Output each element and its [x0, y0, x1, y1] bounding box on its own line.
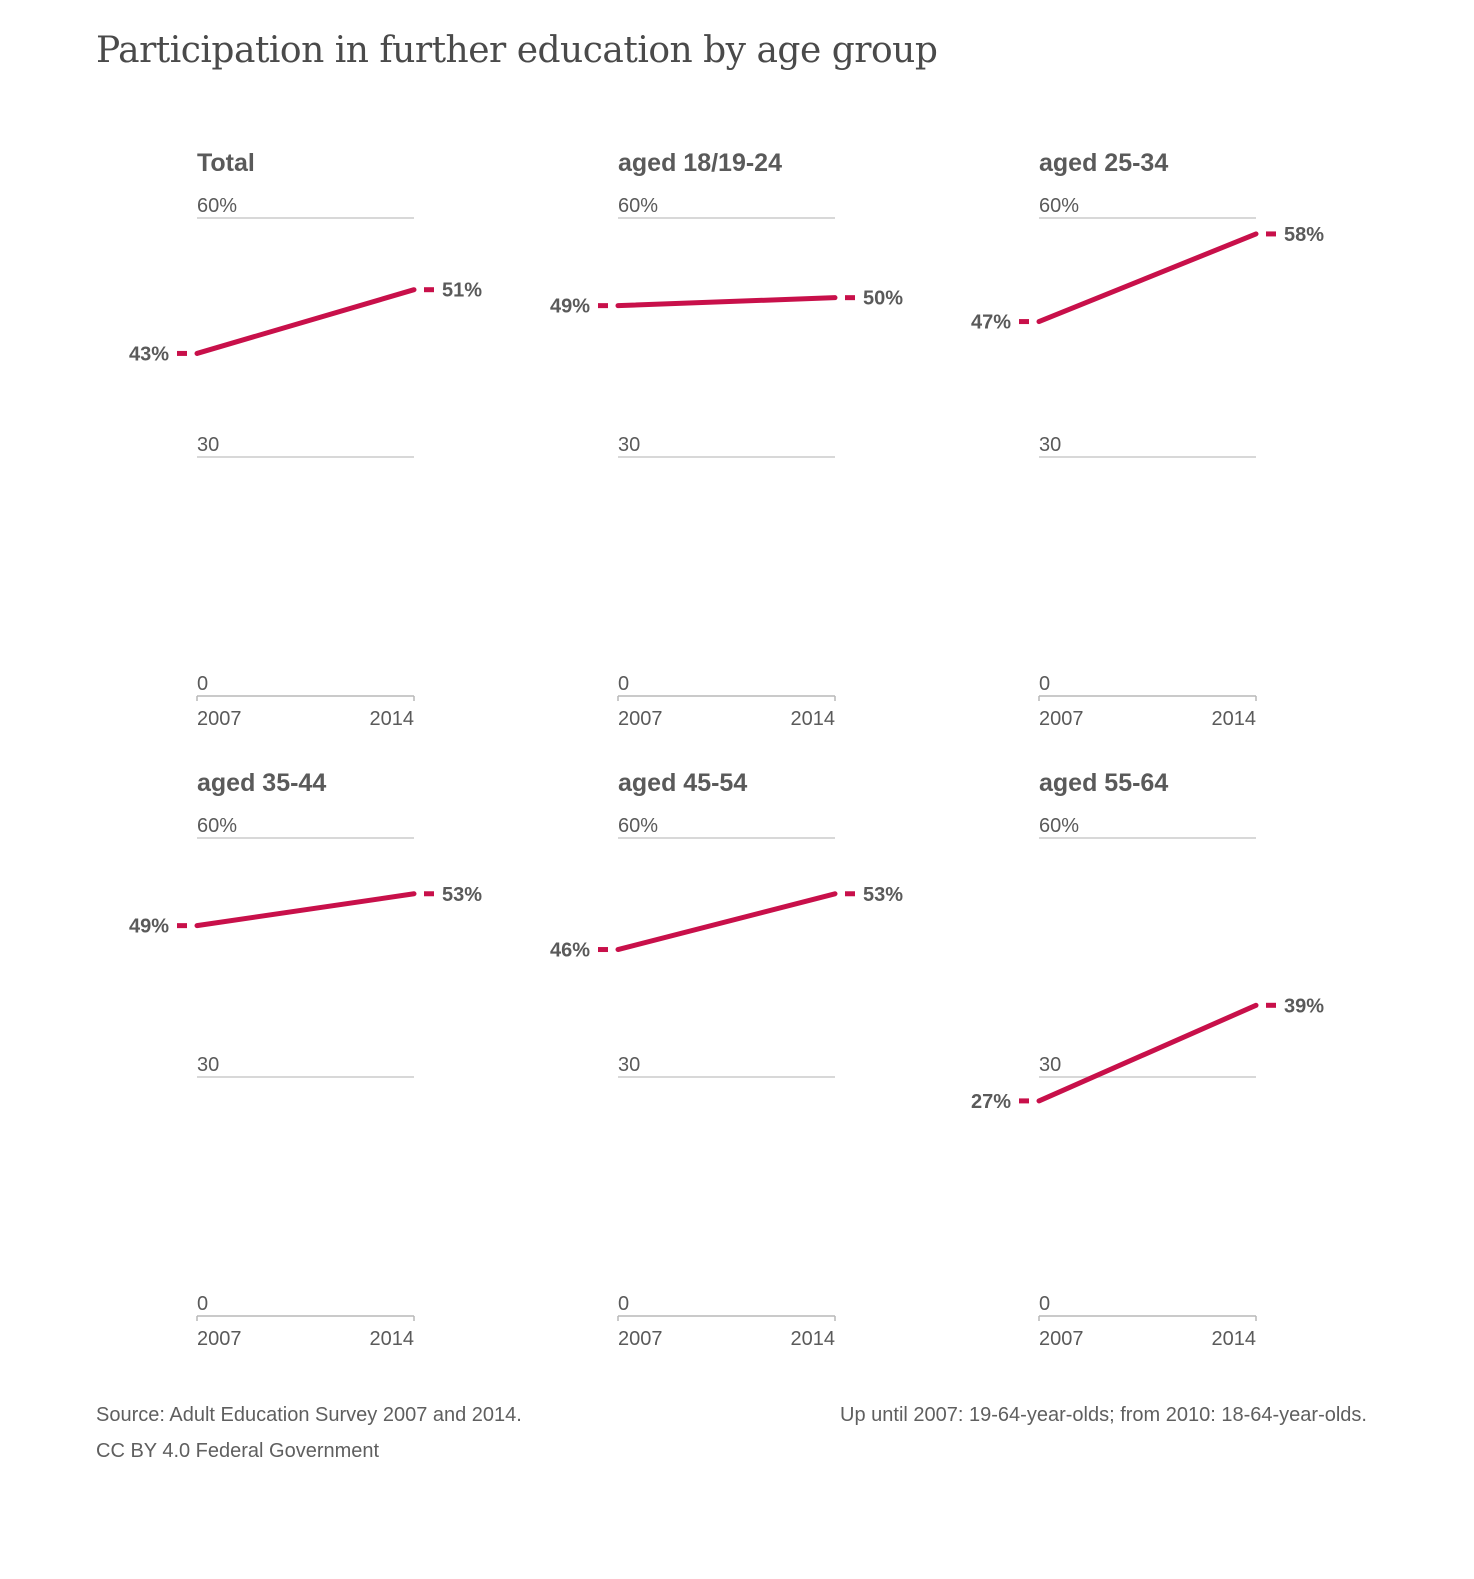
series-line — [615, 891, 838, 953]
y-tick-label: 60% — [197, 195, 237, 217]
data-label: 51% — [442, 280, 482, 302]
y-tick-label: 0 — [197, 673, 208, 695]
y-tick-label: 30 — [618, 434, 640, 456]
y-tick-label: 30 — [618, 1054, 640, 1076]
y-tick-label: 30 — [1039, 1054, 1061, 1076]
y-tick-label: 0 — [618, 673, 629, 695]
data-label: 53% — [863, 884, 903, 906]
x-tick-label: 2014 — [370, 708, 415, 730]
data-label: 50% — [863, 288, 903, 310]
panel-title: aged 55-64 — [1039, 769, 1168, 797]
page-title: Participation in further education by ag… — [96, 30, 938, 71]
data-label: 49% — [129, 916, 169, 938]
data-label: 49% — [550, 296, 590, 318]
data-label: 58% — [1284, 224, 1324, 246]
chart-panel: Total 60% 30 0 2007 2014 43% 51% — [129, 149, 482, 730]
panel-title: aged 45-54 — [618, 769, 747, 797]
y-tick-label: 60% — [1039, 195, 1079, 217]
x-tick-label: 2007 — [618, 708, 663, 730]
chart-panel: aged 45-54 60% 30 0 2007 2014 46% 53% — [550, 769, 903, 1350]
panel-title: aged 35-44 — [197, 769, 326, 797]
y-tick-label: 0 — [1039, 1293, 1050, 1315]
footer-source: Source: Adult Education Survey 2007 and … — [96, 1397, 522, 1469]
series-line — [1036, 231, 1259, 325]
data-label: 53% — [442, 884, 482, 906]
data-label: 27% — [971, 1091, 1011, 1113]
data-label: 47% — [971, 312, 1011, 334]
panel-title: aged 25-34 — [1039, 149, 1168, 177]
y-tick-label: 60% — [1039, 815, 1079, 837]
x-tick-label: 2014 — [791, 1328, 836, 1350]
y-tick-label: 30 — [197, 1054, 219, 1076]
y-tick-label: 60% — [197, 815, 237, 837]
y-tick-label: 0 — [197, 1293, 208, 1315]
x-tick-label: 2007 — [1039, 1328, 1084, 1350]
series-line — [615, 295, 838, 309]
y-tick-label: 30 — [197, 434, 219, 456]
chart-panel: aged 25-34 60% 30 0 2007 2014 47% 58% — [971, 149, 1324, 730]
x-tick-label: 2007 — [197, 708, 242, 730]
chart-panel: aged 55-64 60% 30 0 2007 2014 27% 39% — [971, 769, 1324, 1350]
panel-title: aged 18/19-24 — [618, 149, 782, 177]
y-tick-label: 0 — [1039, 673, 1050, 695]
data-label: 46% — [550, 940, 590, 962]
x-tick-label: 2014 — [1212, 1328, 1257, 1350]
x-tick-label: 2014 — [370, 1328, 415, 1350]
panel-title: Total — [197, 149, 255, 177]
data-label: 39% — [1284, 995, 1324, 1017]
x-tick-label: 2007 — [618, 1328, 663, 1350]
y-tick-label: 60% — [618, 815, 658, 837]
license-text: CC BY 4.0 Federal Government — [96, 1440, 380, 1462]
x-tick-label: 2007 — [197, 1328, 242, 1350]
source-text: Source: Adult Education Survey 2007 and … — [96, 1404, 522, 1426]
x-tick-label: 2007 — [1039, 708, 1084, 730]
x-tick-label: 2014 — [791, 708, 836, 730]
data-label: 43% — [129, 343, 169, 365]
chart-panel: aged 35-44 60% 30 0 2007 2014 49% 53% — [129, 769, 482, 1350]
footer-note: Up until 2007: 19-64-year-olds; from 201… — [840, 1404, 1367, 1426]
series-line — [1036, 1002, 1259, 1104]
y-tick-label: 60% — [618, 195, 658, 217]
x-tick-label: 2014 — [1212, 708, 1257, 730]
chart-panel: aged 18/19-24 60% 30 0 2007 2014 49% 50% — [550, 149, 903, 730]
series-line — [194, 891, 417, 929]
series-line — [194, 287, 417, 356]
y-tick-label: 0 — [618, 1293, 629, 1315]
y-tick-label: 30 — [1039, 434, 1061, 456]
